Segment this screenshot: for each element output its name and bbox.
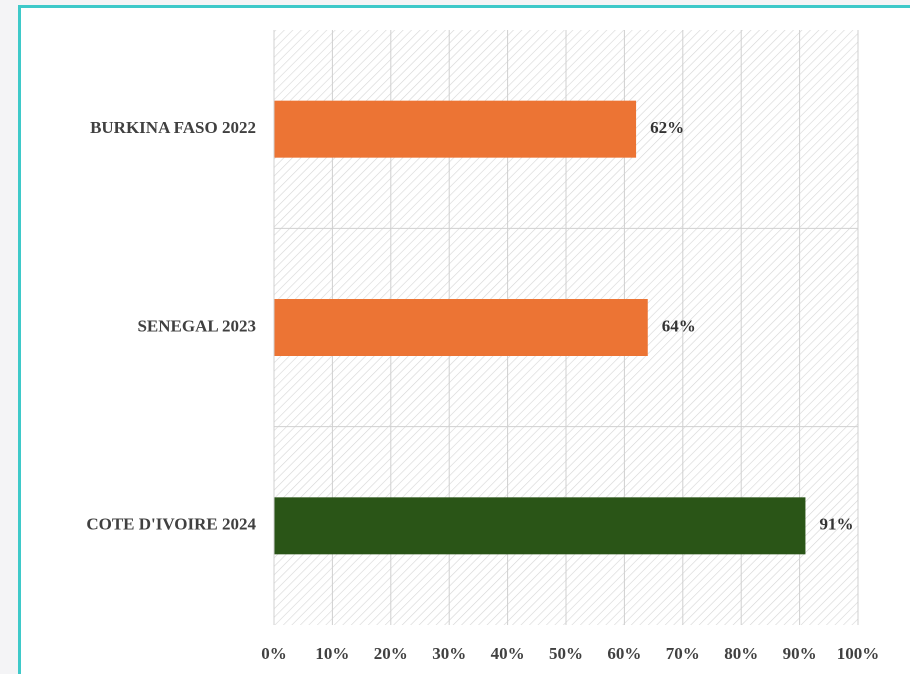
x-tick-label: 50% (549, 644, 583, 663)
x-tick-label: 0% (261, 644, 287, 663)
y-tick-label: BURKINA FASO 2022 (90, 118, 256, 137)
bar (274, 100, 637, 158)
x-tick-label: 70% (666, 644, 700, 663)
x-tick-label: 100% (837, 644, 880, 663)
x-tick-label: 20% (374, 644, 408, 663)
x-tick-label: 60% (607, 644, 641, 663)
x-tick-label: 30% (432, 644, 466, 663)
y-tick-label: SENEGAL 2023 (137, 316, 256, 335)
data-label: 64% (662, 316, 696, 335)
bar (274, 497, 806, 555)
data-label: 91% (819, 515, 853, 534)
y-tick-label: COTE D'IVOIRE 2024 (86, 515, 256, 534)
x-tick-label: 40% (491, 644, 525, 663)
x-tick-label: 10% (315, 644, 349, 663)
bar (274, 299, 648, 356)
x-tick-label: 90% (783, 644, 817, 663)
x-tick-label: 80% (724, 644, 758, 663)
data-label: 62% (650, 118, 684, 137)
